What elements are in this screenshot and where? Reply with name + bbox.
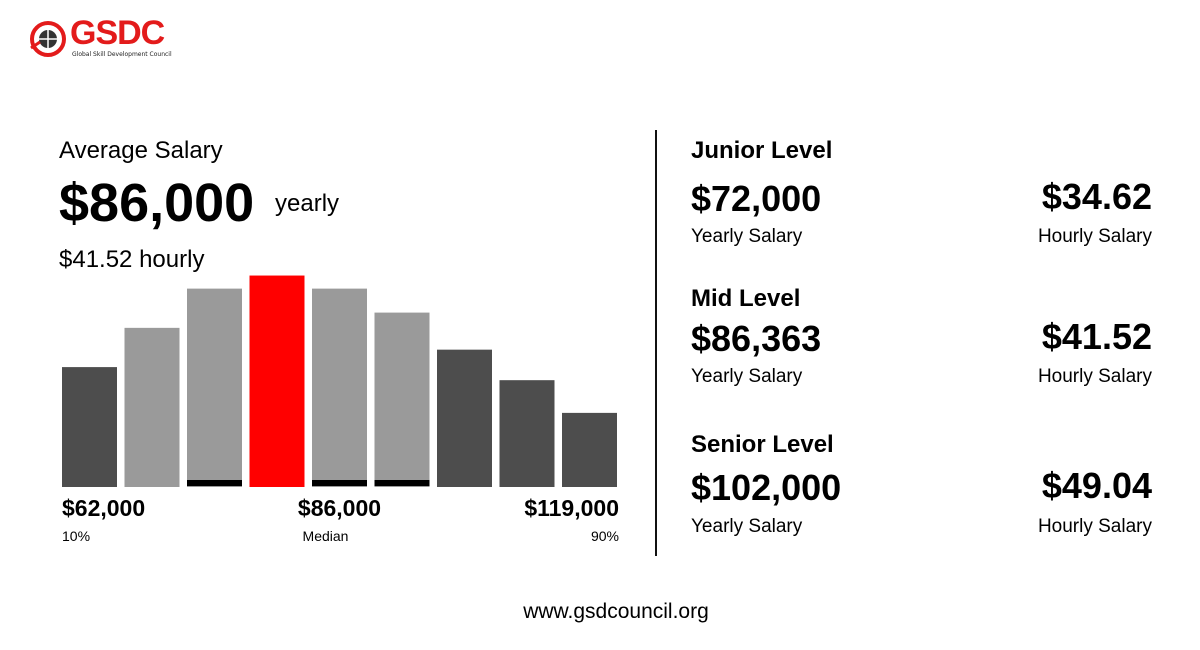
histogram-bar xyxy=(312,288,367,487)
bar-baseline-marker xyxy=(312,480,367,486)
level-yearly-value: $72,000 xyxy=(691,178,822,219)
histogram-bar xyxy=(62,367,117,487)
hourly-caption: Hourly Salary xyxy=(1037,366,1152,387)
histogram-bar xyxy=(437,349,492,487)
bar-highlight xyxy=(249,275,305,487)
level-yearly-value: $102,000 xyxy=(691,467,842,508)
globe-logo-icon xyxy=(30,21,66,57)
level-yearly-value: $86,363 xyxy=(691,318,822,359)
tick-label-percentile: 10% xyxy=(62,528,90,544)
gsdc-logo: GSDC Global Skill Development Council xyxy=(28,12,178,60)
histogram-bar xyxy=(187,288,242,487)
yearly-caption: Yearly Salary xyxy=(691,516,803,537)
level-hourly-value: $49.04 xyxy=(1041,465,1152,506)
histogram-bar xyxy=(374,312,430,487)
yearly-caption: Yearly Salary xyxy=(691,366,803,387)
level-title: Junior Level xyxy=(691,137,833,164)
level-hourly-value: $34.62 xyxy=(1041,176,1152,217)
hourly-caption: Hourly Salary xyxy=(1037,226,1152,247)
brand-name: GSDC xyxy=(70,14,165,52)
average-salary-unit: yearly xyxy=(275,190,340,217)
tick-label-percentile: 90% xyxy=(591,528,619,544)
level-hourly-value: $41.52 xyxy=(1041,316,1152,357)
bar-baseline-marker xyxy=(187,480,242,486)
vertical-divider xyxy=(655,130,657,556)
hourly-caption: Hourly Salary xyxy=(1037,516,1152,537)
tick-label-value: $86,000 xyxy=(298,495,381,521)
histogram-bar xyxy=(562,412,617,487)
tick-label-value: $62,000 xyxy=(62,495,145,521)
tick-label-percentile: Median xyxy=(303,528,349,544)
histogram-bar xyxy=(124,327,180,487)
histogram-bar xyxy=(499,380,555,487)
salary-distribution-chart: $62,000 10% $86,000 Median $119,000 90% xyxy=(62,275,619,544)
brand-tagline: Global Skill Development Council xyxy=(72,51,172,58)
average-salary-label: Average Salary xyxy=(59,137,223,164)
yearly-caption: Yearly Salary xyxy=(691,226,803,247)
level-title: Mid Level xyxy=(691,285,801,312)
bar-baseline-marker xyxy=(374,480,430,486)
average-salary-value: $86,000 xyxy=(59,173,255,233)
average-hourly-rate: $41.52 hourly xyxy=(59,246,205,273)
tick-label-value: $119,000 xyxy=(524,495,619,521)
website-url[interactable]: www.gsdcouncil.org xyxy=(523,600,709,623)
level-title: Senior Level xyxy=(691,431,834,458)
